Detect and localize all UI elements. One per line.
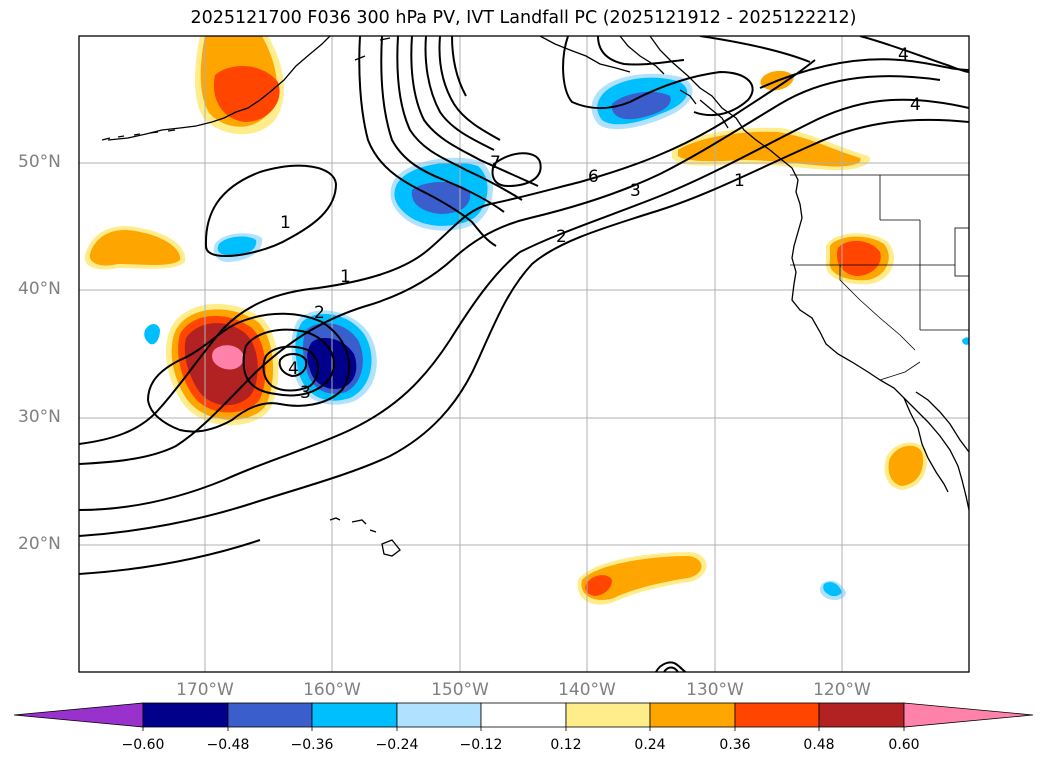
- colorbar-tick-label: 0.24: [634, 737, 666, 753]
- lat-label-50n: 50°N: [18, 152, 61, 172]
- contour-labels: 1 1 1 2 2 3 3 4 4 4 6 7: [280, 45, 921, 403]
- contour-label: 4: [898, 45, 909, 65]
- political-borders: [790, 174, 969, 381]
- colorbar-bin: [734, 702, 820, 728]
- lat-label-30n: 30°N: [18, 407, 61, 427]
- coastlines: [101, 36, 969, 557]
- contour-label: 3: [630, 181, 641, 201]
- colorbar-bin: [396, 702, 482, 728]
- contour-label: 2: [314, 303, 325, 323]
- colorbar-extend-low: [13, 702, 144, 728]
- contour-label: 2: [556, 227, 567, 247]
- map-frame: [78, 35, 970, 673]
- map-title: 2025121700 F036 300 hPa PV, IVT Landfall…: [190, 8, 857, 28]
- negative-anomaly-small-west: [213, 233, 263, 262]
- pv-anomaly-shading: [84, 36, 969, 605]
- lon-label-140w: 140°W: [558, 680, 616, 700]
- positive-anomaly-subtropical: [577, 552, 707, 605]
- colorbar-bin: [227, 702, 313, 728]
- positive-anomaly-alaska: [195, 36, 284, 135]
- contour-label: 1: [734, 171, 745, 191]
- contour-label: 1: [340, 267, 351, 287]
- contour-label: 7: [490, 153, 501, 173]
- lon-label-160w: 160°W: [303, 680, 361, 700]
- colorbar-bin: [818, 702, 905, 728]
- colorbar-tick-label: −0.12: [459, 737, 503, 753]
- colorbar-tick-label: −0.48: [206, 737, 250, 753]
- contour-label: 3: [300, 383, 311, 403]
- positive-anomaly-baja: [884, 442, 927, 490]
- positive-anomaly-dipole: [166, 304, 279, 426]
- contour-label: 1: [280, 213, 291, 233]
- positive-anomaly-pacific-nw: [672, 70, 871, 171]
- lat-label-40n: 40°N: [18, 279, 61, 299]
- contour-label: 6: [588, 167, 599, 187]
- colorbar-tick-label: 0.36: [719, 737, 751, 753]
- lon-label-170w: 170°W: [176, 680, 234, 700]
- negative-anomaly-central: [390, 157, 494, 231]
- positive-anomaly-california: [825, 233, 894, 285]
- colorbar-bin: [649, 702, 736, 728]
- colorbar-bin: [311, 702, 398, 728]
- colorbar-tick-label: 0.48: [803, 737, 835, 753]
- colorbar-tick-label: −0.60: [121, 737, 165, 753]
- contour-label: 4: [288, 359, 299, 379]
- colorbar-bin: [565, 702, 651, 728]
- contour-label: 4: [910, 95, 921, 115]
- colorbar: [13, 702, 1034, 731]
- colorbar-extend-high: [903, 702, 1034, 728]
- contours: [79, 36, 969, 672]
- negative-anomaly-gulf-alaska: [591, 73, 693, 130]
- colorbar-tick-label: −0.36: [290, 737, 334, 753]
- colorbar-tick-label: −0.24: [375, 737, 419, 753]
- lon-label-130w: 130°W: [686, 680, 744, 700]
- lon-label-150w: 150°W: [431, 680, 489, 700]
- lon-label-120w: 120°W: [813, 680, 871, 700]
- colorbar-bin: [142, 702, 229, 728]
- colorbar-bin: [480, 702, 567, 728]
- positive-anomaly-west-43n: [84, 226, 186, 270]
- colorbar-tick-label: 0.60: [888, 737, 920, 753]
- colorbar-tick-label: 0.12: [550, 737, 582, 753]
- lat-label-20n: 20°N: [18, 534, 61, 554]
